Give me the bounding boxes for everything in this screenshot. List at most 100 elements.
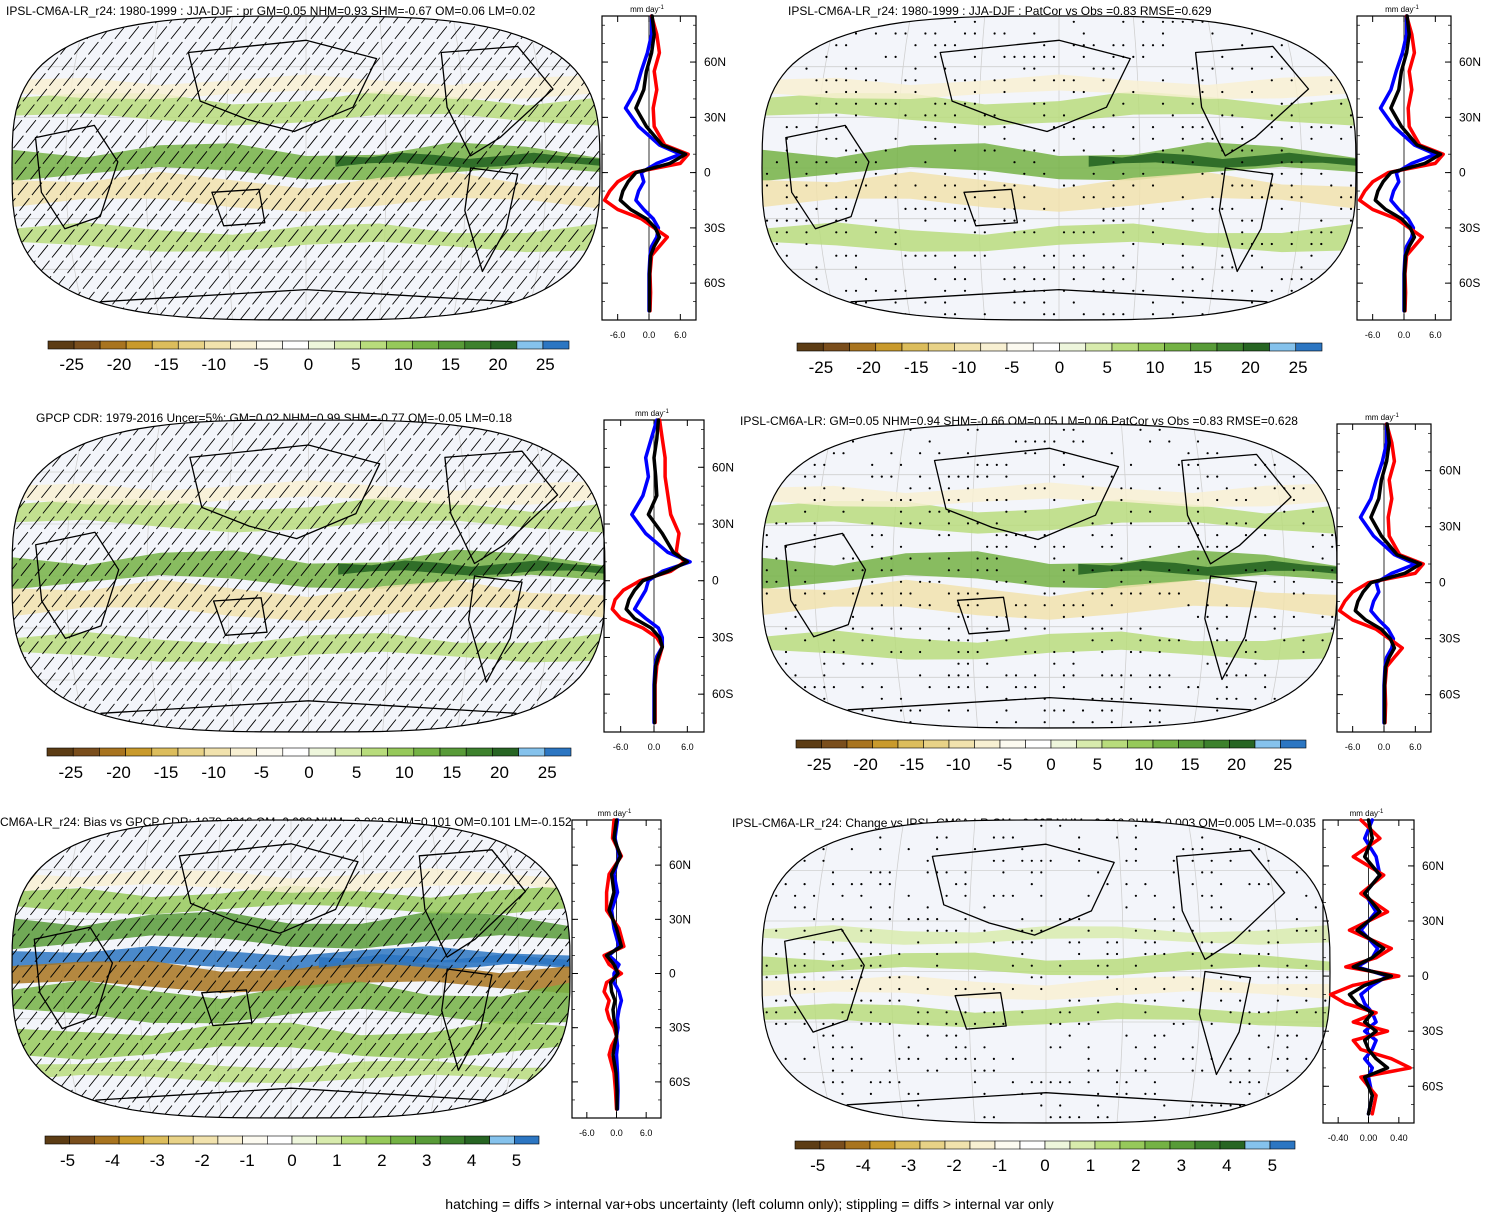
- stipple-dot: [1082, 313, 1085, 316]
- stipple-dot: [879, 1081, 882, 1084]
- stipple-dot: [1082, 90, 1085, 94]
- stipple-dot: [1115, 1069, 1119, 1072]
- stipple-dot: [851, 440, 855, 443]
- stipple-dot: [813, 697, 816, 700]
- profile-line-red: [1337, 422, 1425, 725]
- stipple-dot: [890, 475, 893, 478]
- colorbar-tick-label: -10: [952, 358, 977, 377]
- stipple-dot: [1211, 137, 1214, 140]
- stipple-dot: [842, 452, 845, 455]
- stipple-dot: [1314, 883, 1317, 886]
- stipple-dot: [1149, 440, 1152, 443]
- stipple-dot: [1062, 674, 1065, 677]
- stipple-dot: [805, 67, 808, 70]
- stipple-dot: [1153, 1116, 1156, 1119]
- stipple-dot: [1264, 440, 1267, 443]
- itcz-streak: [338, 560, 605, 576]
- coastline: [785, 124, 870, 230]
- stipple-dot: [1225, 639, 1228, 642]
- stipple-dot: [894, 231, 897, 234]
- stipple-dot: [1033, 289, 1036, 292]
- stipple-dot: [924, 254, 927, 257]
- stipple-dot: [832, 639, 836, 642]
- stipple-dot: [851, 569, 855, 572]
- field-band: [12, 579, 605, 621]
- stipple-dot: [1043, 289, 1046, 292]
- hatch-line: [12, 16, 148, 320]
- stipple-dot: [1097, 1092, 1100, 1095]
- profile-line-black: [624, 418, 690, 725]
- stipple-dot: [926, 1069, 929, 1072]
- stipple-dot: [1267, 976, 1270, 979]
- stipple-dot: [1210, 871, 1213, 874]
- stipple-dot: [1102, 67, 1105, 70]
- stipple-dot: [845, 79, 848, 82]
- stipple-dot: [1003, 32, 1006, 35]
- stipple-dot: [924, 219, 927, 222]
- colorbar-swatch: [282, 340, 309, 350]
- colorbar-swatch: [1280, 739, 1307, 749]
- field-band: [762, 975, 1330, 1001]
- map-panel-4: [761, 423, 1338, 729]
- coastline: [846, 1092, 1246, 1123]
- hatch-line: [85, 16, 330, 320]
- stipple-dot: [1072, 126, 1075, 129]
- stipple-dot: [1081, 615, 1085, 619]
- coastline: [35, 531, 120, 640]
- stipple-dot: [1196, 522, 1200, 525]
- stipple-dot: [934, 137, 937, 140]
- stipple-dot: [1229, 1069, 1232, 1072]
- stipple-dot: [874, 161, 878, 164]
- stipple-dot: [871, 709, 874, 712]
- stipple-dot: [835, 231, 838, 234]
- stipple-dot: [1110, 709, 1113, 712]
- stipple-dot: [1292, 498, 1295, 502]
- stipple-dot: [1043, 55, 1046, 59]
- colorbar-swatch: [69, 1135, 95, 1145]
- stipple-dot: [1034, 487, 1037, 490]
- colorbar-tick-label: -5: [810, 1156, 825, 1175]
- stipple-dot: [1250, 242, 1254, 246]
- stipple-dot: [1210, 941, 1213, 944]
- stipple-dot: [1310, 231, 1313, 234]
- stipple-dot: [914, 90, 917, 94]
- colorbar-swatch: [875, 342, 903, 352]
- stipple-dot: [966, 639, 970, 642]
- colorbar-swatch: [1032, 342, 1060, 352]
- stipple-dot: [850, 1069, 854, 1072]
- colorbar-tick-label: -25: [809, 358, 834, 377]
- stipple-dot: [957, 639, 960, 642]
- lat-tick-label: 60S: [669, 1075, 690, 1089]
- map-border: [761, 819, 1331, 1124]
- stipple-dot: [1011, 836, 1015, 839]
- stipple-dot: [1003, 184, 1006, 187]
- stipple-dot: [1011, 987, 1015, 991]
- colorbar-swatch: [1119, 1140, 1146, 1150]
- stipple-dot: [1003, 219, 1006, 222]
- stipple-dot: [1264, 534, 1267, 537]
- stipple-dot: [1216, 452, 1219, 455]
- stipple-dot: [765, 266, 769, 269]
- stipple-dot: [831, 1069, 835, 1072]
- profile-line-red: [602, 818, 626, 1111]
- hatch-line: [253, 16, 498, 320]
- colorbar-swatch: [1085, 342, 1113, 352]
- colorbar-swatch: [1050, 739, 1077, 749]
- stipple-dot: [992, 987, 996, 991]
- hatch-line: [12, 820, 37, 1118]
- stipple-dot: [784, 1022, 787, 1025]
- stipple-dot: [909, 522, 912, 525]
- stipple-dot: [1129, 463, 1133, 466]
- stipple-dot: [909, 709, 912, 712]
- stipple-dot: [845, 254, 848, 257]
- colorbar-swatch: [334, 747, 362, 757]
- stipple-dot: [1112, 114, 1115, 117]
- stipple-dot: [1210, 906, 1213, 909]
- stipple-dot: [1191, 952, 1194, 956]
- stipple-dot: [1059, 1104, 1062, 1107]
- stipple-dot: [1267, 836, 1270, 839]
- stipple-dot: [765, 301, 769, 304]
- stipple-dot: [1078, 999, 1081, 1002]
- profile-line-black: [618, 14, 688, 313]
- stipple-dot: [1151, 126, 1155, 129]
